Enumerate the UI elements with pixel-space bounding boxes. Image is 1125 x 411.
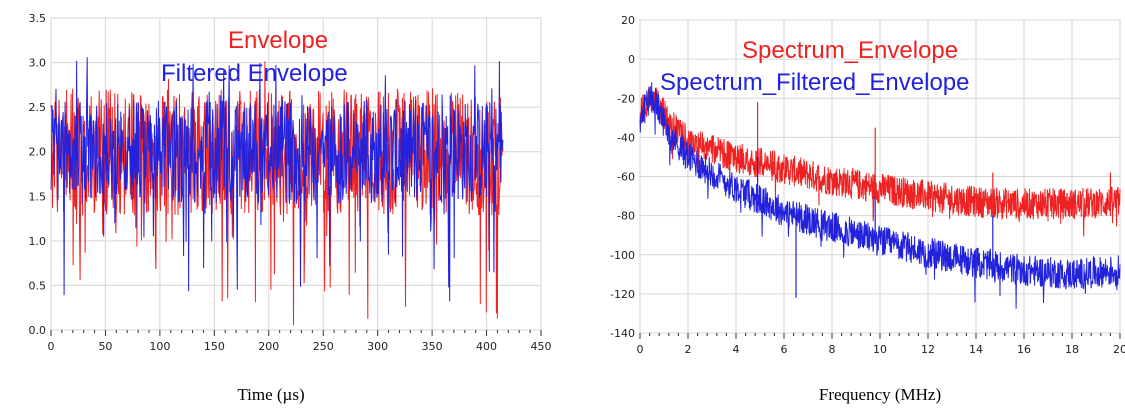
x-tick-label: 4 [733, 343, 740, 356]
y-tick-label: -100 [610, 249, 635, 262]
y-tick-label: -80 [617, 210, 635, 223]
y-tick-label: 1.0 [29, 235, 47, 248]
series-line-filtered-envelope [50, 57, 504, 302]
y-tick-label: -120 [610, 288, 635, 301]
x-tick-label: 300 [367, 340, 388, 353]
y-tick-label: 0 [628, 53, 635, 66]
envelope-time-chart: 0.0 0.5 1.0 1.5 2.0 2.5 3.0 3.5 0 50 100 150 200 250 3… [29, 12, 552, 404]
x-tick-label: 6 [781, 343, 788, 356]
x-tick-label: 14 [969, 343, 983, 356]
x-tick-label: 10 [873, 343, 887, 356]
legend-spectrum-filtered-envelope: Spectrum_Filtered_Envelope [660, 69, 970, 96]
x-axis-title-left: Time (µs) [237, 385, 304, 404]
x-tick-label: 12 [921, 343, 935, 356]
x-tick-label: 200 [258, 340, 279, 353]
x-tick-label: 20 [1113, 343, 1125, 356]
legend-filtered-envelope: Filtered Envelope [161, 60, 348, 87]
y-tick-label: -40 [617, 131, 635, 144]
ticks-left: 0.0 0.5 1.0 1.5 2.0 2.5 3.0 3.5 0 50 100 150 200 250 3… [29, 12, 552, 353]
legend-spectrum-envelope: Spectrum_Envelope [742, 37, 958, 64]
x-tick-label: 150 [204, 340, 225, 353]
x-tick-label: 8 [829, 343, 836, 356]
x-tick-label: 50 [98, 340, 112, 353]
x-tick-label: 18 [1065, 343, 1079, 356]
x-tick-label: 2 [685, 343, 692, 356]
y-tick-label: 2.0 [29, 146, 47, 159]
x-tick-label: 250 [313, 340, 334, 353]
y-tick-label: 3.0 [29, 57, 47, 70]
legend-envelope: Envelope [228, 27, 328, 54]
y-tick-label: -20 [617, 92, 635, 105]
y-tick-label: 0.0 [29, 324, 47, 337]
x-tick-label: 400 [476, 340, 497, 353]
y-tick-label: 2.5 [29, 101, 47, 114]
x-tick-label: 450 [531, 340, 552, 353]
x-tick-label: 0 [48, 340, 55, 353]
x-tick-label: 100 [149, 340, 170, 353]
y-tick-label: 1.5 [29, 190, 47, 203]
series-group-left [50, 57, 504, 326]
y-tick-label: 0.5 [29, 279, 47, 292]
x-tick-label: 350 [422, 340, 443, 353]
series-line-spectrum-envelope [639, 87, 1121, 237]
y-tick-label: 3.5 [29, 12, 47, 25]
x-tick-label: 16 [1017, 343, 1031, 356]
x-tick-label: 0 [637, 343, 644, 356]
y-tick-label: -60 [617, 171, 635, 184]
y-tick-label: -140 [610, 327, 635, 340]
y-tick-label: 20 [621, 14, 635, 27]
series-group-right [639, 82, 1121, 309]
series-line-spectrum-filtered-envelope [639, 82, 1121, 309]
x-axis-title-right: Frequency (MHz) [819, 385, 941, 404]
